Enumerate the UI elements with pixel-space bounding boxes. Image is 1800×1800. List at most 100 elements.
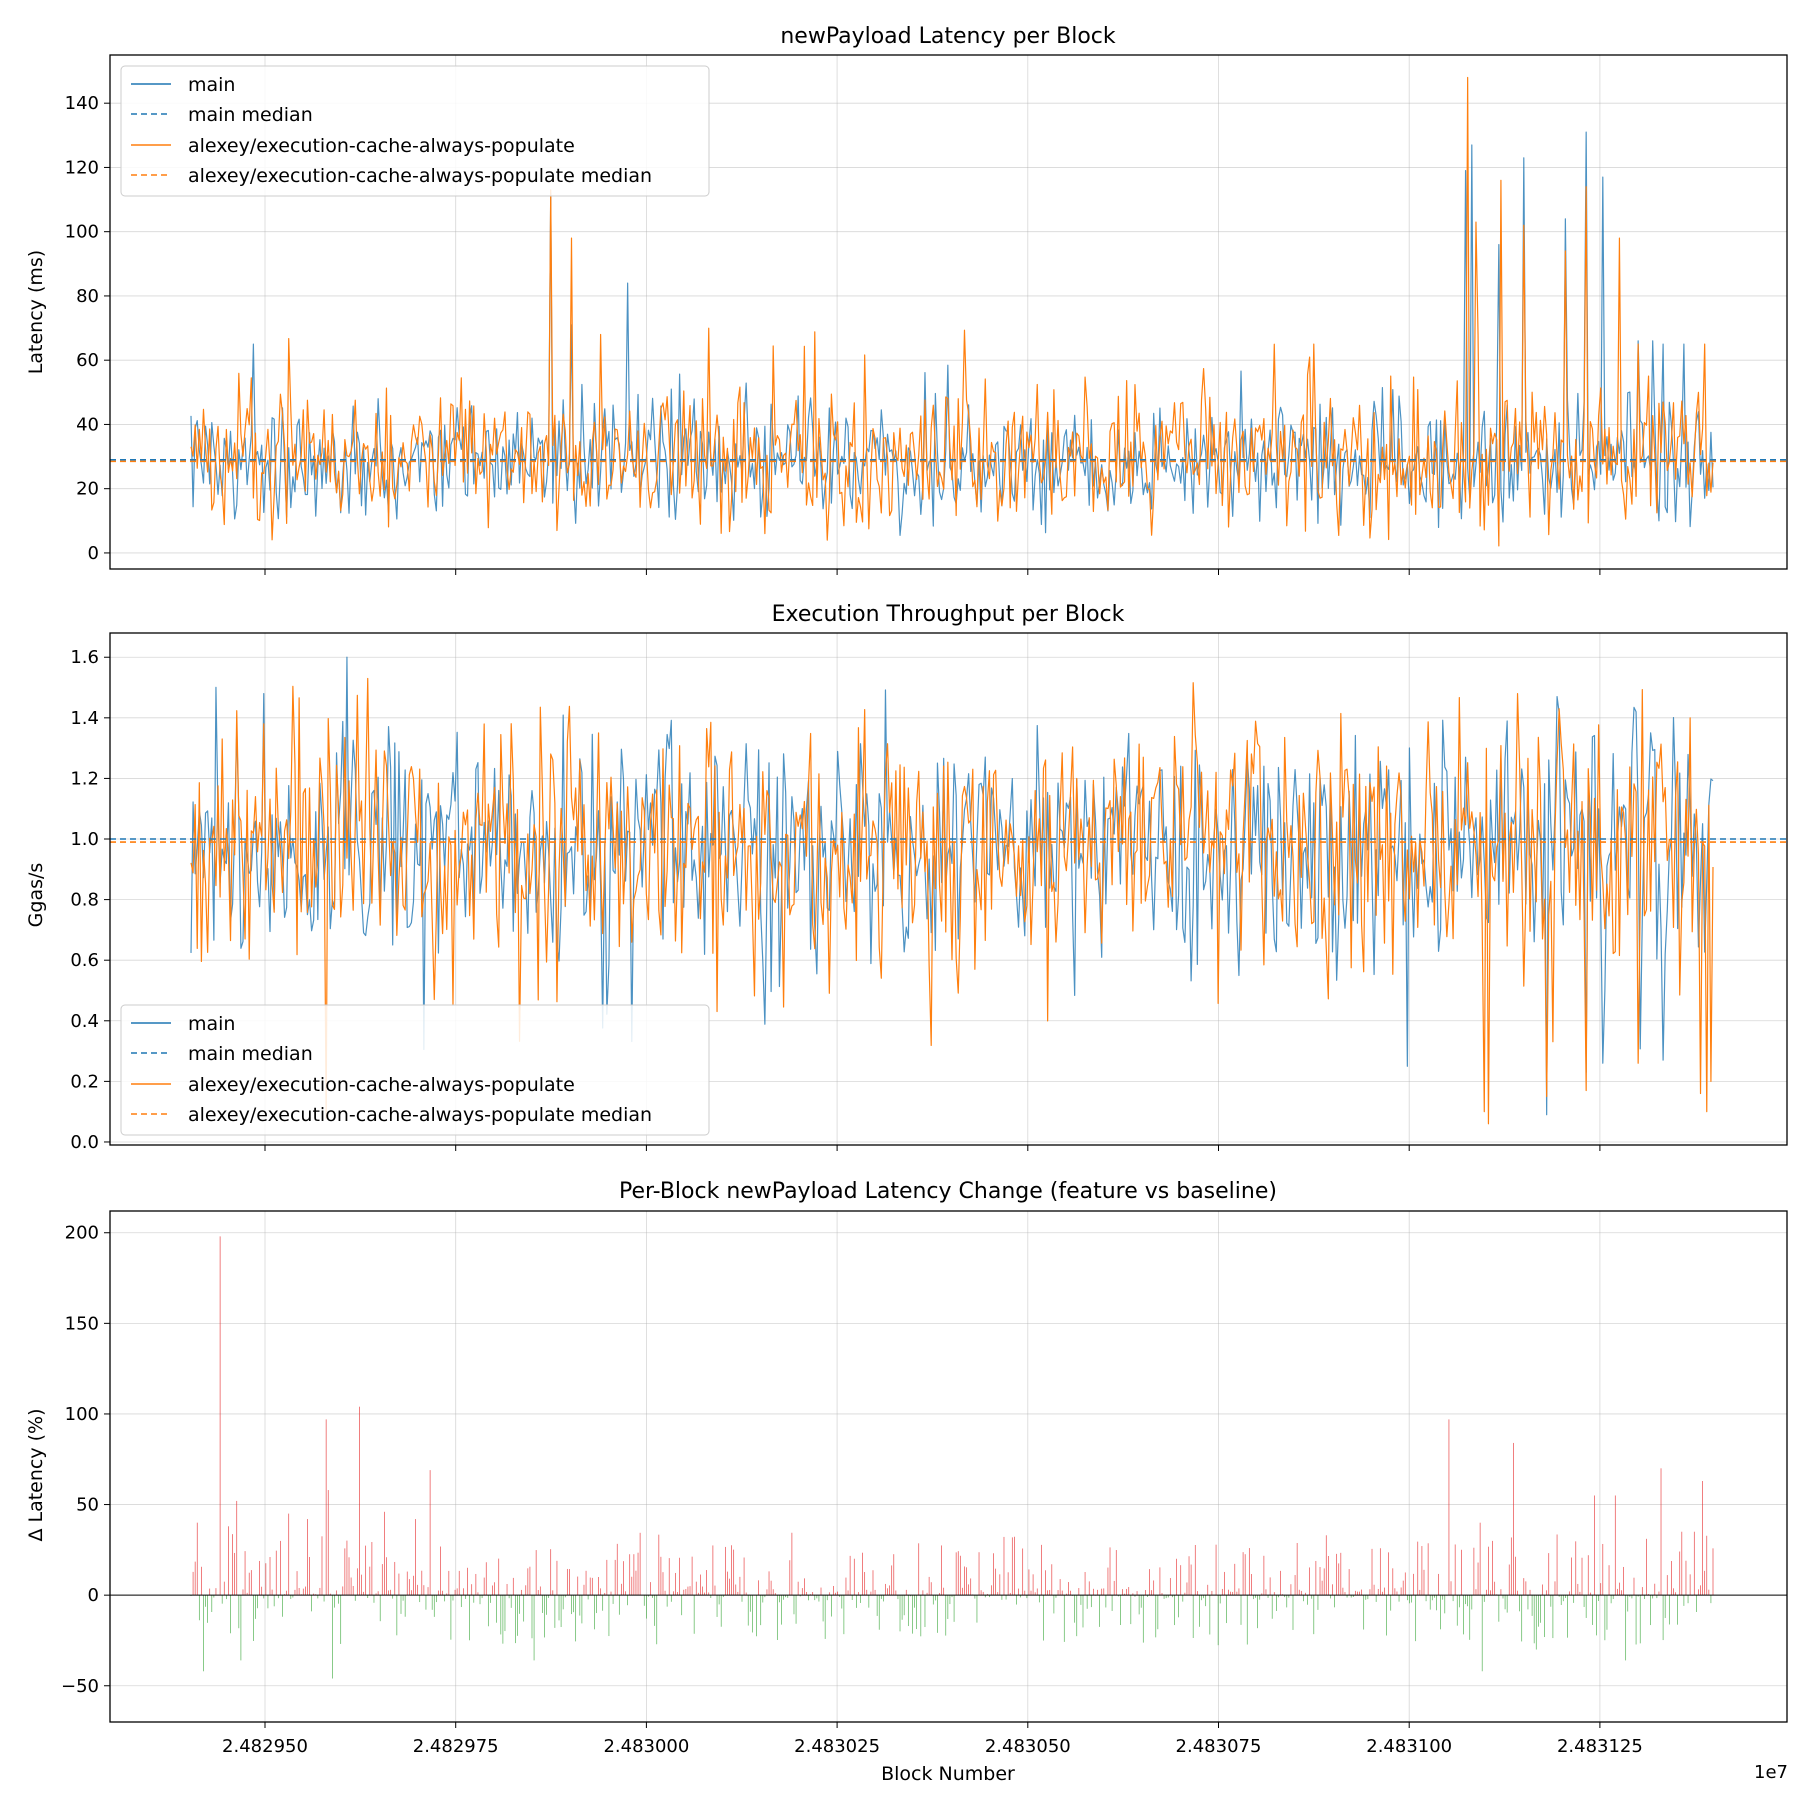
delta-bar	[494, 1582, 495, 1596]
delta-bar	[423, 1585, 425, 1596]
delta-bar	[729, 1578, 730, 1596]
delta-bar	[660, 1556, 662, 1596]
delta-bar	[839, 1595, 841, 1597]
delta-bar	[695, 1581, 697, 1596]
delta-bar	[440, 1546, 441, 1596]
legend-label-main: main	[188, 1013, 235, 1035]
delta-bar	[1030, 1590, 1032, 1596]
delta-bar	[901, 1595, 903, 1620]
delta-bar	[816, 1595, 818, 1599]
delta-bar	[720, 1595, 722, 1627]
delta-bar	[916, 1595, 917, 1630]
delta-bar	[1338, 1563, 1340, 1596]
delta-bar	[1656, 1595, 1658, 1599]
delta-bar	[918, 1543, 920, 1596]
delta-bar	[1117, 1595, 1119, 1597]
delta-bar	[1016, 1595, 1017, 1605]
delta-bar	[1556, 1534, 1558, 1596]
delta-bar	[550, 1549, 552, 1596]
delta-bar	[1552, 1595, 1554, 1639]
delta-bar	[248, 1572, 250, 1596]
delta-bar	[1666, 1575, 1668, 1596]
delta-bar	[548, 1595, 549, 1598]
delta-bar	[1342, 1587, 1344, 1596]
delta-bar	[1540, 1595, 1541, 1623]
delta-bar	[365, 1545, 367, 1596]
delta-bar	[1298, 1589, 1300, 1596]
delta-bar	[1467, 1595, 1468, 1607]
delta-bar	[542, 1595, 543, 1613]
delta-bar	[236, 1500, 238, 1596]
delta-bar	[743, 1557, 745, 1596]
delta-bar	[1122, 1589, 1123, 1596]
delta-bar	[1288, 1595, 1290, 1598]
delta-bar	[1151, 1590, 1152, 1596]
delta-bar	[602, 1595, 604, 1611]
delta-bar	[1429, 1595, 1431, 1610]
delta-bar	[537, 1590, 539, 1596]
delta-bar	[968, 1584, 969, 1596]
delta-bar	[737, 1591, 739, 1596]
delta-bar	[255, 1595, 256, 1619]
delta-bar	[631, 1576, 633, 1596]
delta-bar	[833, 1585, 834, 1596]
delta-bar	[1637, 1595, 1639, 1597]
delta-bar	[999, 1574, 1001, 1596]
delta-bar	[1425, 1595, 1427, 1602]
delta-bar	[887, 1588, 888, 1596]
delta-bar	[1330, 1595, 1331, 1599]
delta-bar	[1679, 1551, 1681, 1596]
delta-bar	[600, 1588, 601, 1596]
latency-chart-title: newPayload Latency per Block	[780, 24, 1116, 49]
delta-bar	[194, 1561, 196, 1596]
delta-bar	[1371, 1548, 1373, 1596]
delta-bar	[525, 1585, 527, 1596]
delta-bar	[1450, 1581, 1452, 1596]
delta-bar	[806, 1591, 807, 1596]
delta-bar	[835, 1592, 836, 1596]
delta-bar	[452, 1595, 454, 1601]
delta-bar	[656, 1595, 658, 1645]
latency-plot-frame	[109, 54, 1788, 570]
delta-bar	[298, 1587, 300, 1596]
delta-bar	[458, 1570, 460, 1596]
delta-bar	[575, 1595, 577, 1642]
delta-bar	[519, 1595, 520, 1614]
latency-series	[190, 76, 1714, 547]
delta-bar	[1086, 1595, 1088, 1609]
legend-label-feature: alexey/execution-cache-always-populate	[188, 135, 575, 157]
delta-bar	[1427, 1543, 1429, 1596]
delta-bar	[338, 1595, 339, 1604]
delta-bar	[271, 1589, 273, 1596]
delta-bar	[976, 1595, 978, 1623]
delta-bar	[820, 1587, 822, 1596]
delta-bar	[1300, 1590, 1302, 1596]
delta-bar	[1024, 1590, 1026, 1596]
delta-bar	[1614, 1495, 1616, 1596]
delta-bar	[244, 1551, 246, 1596]
delta-bar	[1483, 1595, 1485, 1602]
delta-bar	[824, 1595, 826, 1639]
delta-bar	[718, 1595, 720, 1605]
delta-bar	[1090, 1595, 1092, 1608]
delta-bar	[897, 1595, 899, 1600]
delta-bar	[1034, 1592, 1036, 1596]
delta-bar	[433, 1595, 435, 1617]
delta-bar	[1280, 1570, 1281, 1596]
delta-bar	[639, 1532, 641, 1596]
delta-bar	[1508, 1564, 1510, 1596]
delta-bar	[1007, 1572, 1009, 1596]
delta-bar	[573, 1595, 574, 1613]
delta-bar	[1045, 1570, 1046, 1596]
delta-bar	[354, 1595, 356, 1601]
delta-bar	[1704, 1570, 1706, 1596]
delta-bar	[1448, 1419, 1450, 1596]
delta-bar	[375, 1593, 377, 1596]
delta-bar	[635, 1570, 637, 1596]
delta-bar	[492, 1585, 493, 1596]
delta-bar	[616, 1543, 618, 1596]
delta-bar	[681, 1595, 683, 1616]
delta-bar	[1710, 1595, 1712, 1604]
delta-bar	[1521, 1595, 1523, 1642]
